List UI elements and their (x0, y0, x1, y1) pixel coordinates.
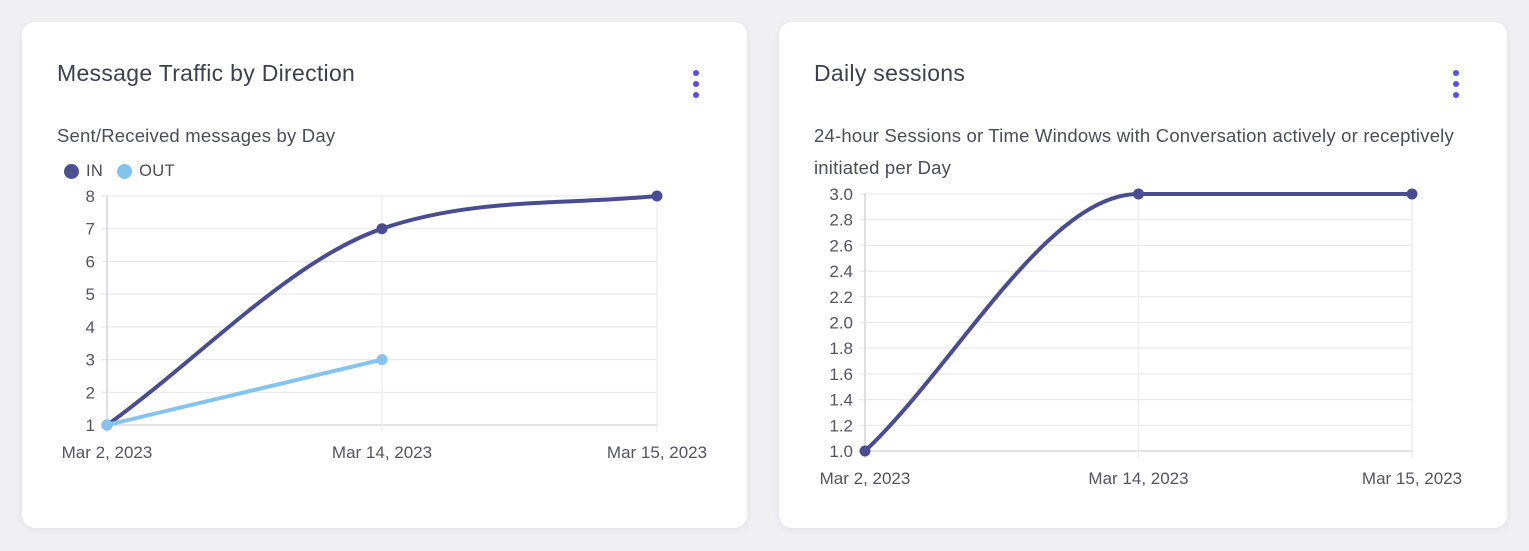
kebab-dot (693, 81, 699, 87)
svg-text:Mar 14, 2023: Mar 14, 2023 (1088, 469, 1188, 486)
svg-text:8: 8 (86, 187, 95, 206)
svg-text:1.0: 1.0 (829, 442, 853, 461)
kebab-dot (1453, 81, 1459, 87)
svg-text:2.2: 2.2 (829, 288, 853, 307)
svg-text:2.6: 2.6 (829, 236, 853, 255)
line-chart-daily-sessions: 1.0 1.2 1.4 1.6 1.8 2.0 2.2 2.4 2.6 2.8 3.0 Mar 2, … (820, 185, 1462, 486)
card-subtitle-daily-sessions: 24-hour Sessions or Time Windows with Co… (814, 125, 1454, 178)
svg-text:7: 7 (86, 220, 95, 239)
svg-text:2: 2 (86, 383, 95, 402)
svg-text:2.0: 2.0 (829, 314, 853, 333)
svg-text:Mar 2, 2023: Mar 2, 2023 (820, 469, 911, 486)
kebab-dot (1453, 92, 1459, 98)
svg-text:2.8: 2.8 (829, 211, 853, 230)
card-title-message-traffic: Message Traffic by Direction (57, 60, 356, 86)
card-message-traffic: Message Traffic by Direction Sent/Receiv… (22, 22, 747, 528)
chart-legend: IN OUT (64, 160, 747, 182)
kebab-menu-icon[interactable] (689, 66, 703, 102)
kebab-dot (1453, 70, 1459, 76)
svg-text:4: 4 (86, 318, 95, 337)
kebab-menu-icon[interactable] (1449, 66, 1463, 102)
svg-text:Mar 15, 2023: Mar 15, 2023 (1362, 469, 1462, 486)
legend-dot-in (64, 163, 79, 179)
card-subtitle-message-traffic: Sent/Received messages by Day (57, 125, 336, 146)
kebab-dot (693, 92, 699, 98)
svg-text:3: 3 (86, 351, 95, 370)
legend-label-in: IN (86, 161, 104, 180)
svg-text:3.0: 3.0 (829, 185, 853, 204)
legend-dot-out (117, 163, 133, 179)
svg-text:1.4: 1.4 (829, 391, 853, 410)
card-daily-sessions: Daily sessions 24-hour Sessions or Time … (779, 22, 1507, 528)
svg-text:1: 1 (86, 416, 95, 435)
svg-text:1.6: 1.6 (829, 365, 853, 384)
svg-text:1.8: 1.8 (829, 339, 853, 358)
svg-text:2.4: 2.4 (829, 262, 853, 281)
svg-text:6: 6 (86, 252, 95, 271)
legend-item-in: IN (64, 162, 103, 181)
kebab-dot (693, 70, 699, 76)
svg-text:Mar 14, 2023: Mar 14, 2023 (332, 443, 432, 462)
legend-label-out: OUT (139, 161, 175, 180)
card-title-daily-sessions: Daily sessions (814, 60, 966, 86)
svg-text:5: 5 (86, 285, 95, 304)
svg-text:Mar 15, 2023: Mar 15, 2023 (607, 443, 707, 462)
svg-text:1.2: 1.2 (829, 416, 853, 435)
svg-text:Mar 2, 2023: Mar 2, 2023 (62, 443, 153, 462)
legend-item-out: OUT (117, 162, 175, 181)
line-chart-message-traffic: 1 2 3 4 5 6 7 8 Mar 2, 2023 Mar 14, 2023 Mar 15, 2… (62, 187, 707, 462)
